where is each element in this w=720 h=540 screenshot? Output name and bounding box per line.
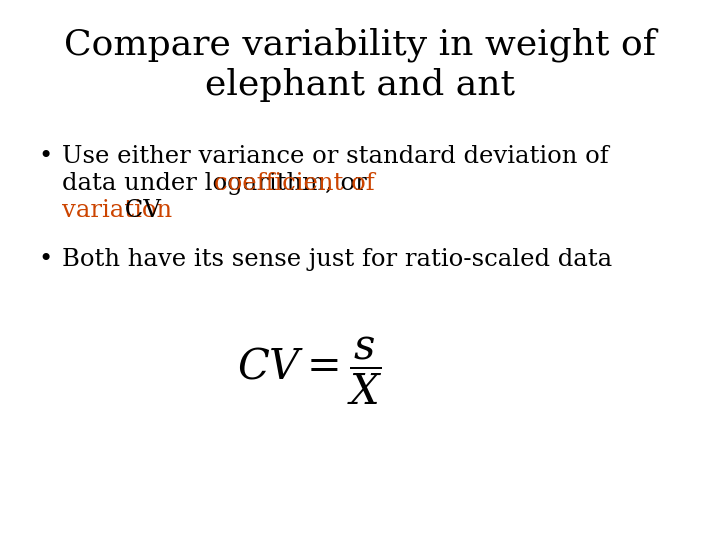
Text: $\mathit{CV} = \dfrac{s}{X}$: $\mathit{CV} = \dfrac{s}{X}$ <box>237 335 383 407</box>
Text: Both have its sense just for ratio-scaled data: Both have its sense just for ratio-scale… <box>62 248 612 271</box>
Text: Compare variability in weight of: Compare variability in weight of <box>64 28 656 63</box>
Text: •: • <box>38 145 53 168</box>
Text: data under logarithm, or: data under logarithm, or <box>62 172 374 195</box>
Text: CV: CV <box>117 199 161 222</box>
Text: coefficient of: coefficient of <box>215 172 375 195</box>
Text: elephant and ant: elephant and ant <box>205 68 515 102</box>
Text: •: • <box>38 248 53 271</box>
Text: Use either variance or standard deviation of: Use either variance or standard deviatio… <box>62 145 608 168</box>
Text: variation: variation <box>62 199 172 222</box>
